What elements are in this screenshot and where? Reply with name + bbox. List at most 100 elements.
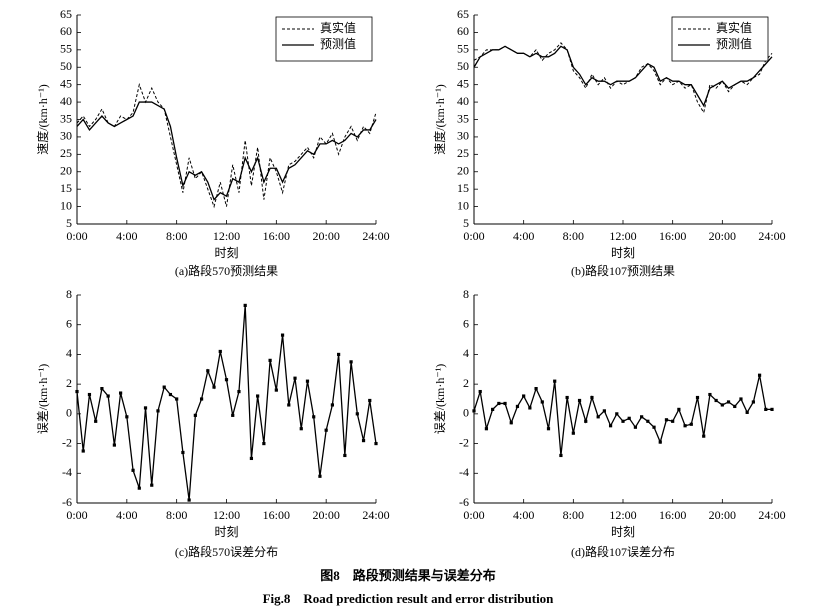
data-point: [596, 415, 600, 419]
x-axis-label: 时刻: [214, 525, 238, 539]
data-point: [100, 387, 104, 391]
y-tick-label: 5: [463, 216, 469, 230]
y-tick-label: 4: [463, 346, 469, 360]
data-point: [94, 419, 98, 423]
data-point: [522, 394, 526, 398]
data-point: [726, 400, 731, 404]
y-tick-label: 0: [463, 406, 469, 420]
data-point: [664, 418, 669, 422]
y-tick-label: 55: [457, 42, 469, 56]
x-tick-label: 24:00: [758, 508, 785, 522]
x-tick-label: 12:00: [213, 508, 240, 522]
data-point: [484, 427, 489, 431]
data-point: [343, 453, 347, 458]
data-point: [528, 406, 532, 410]
data-point: [745, 410, 749, 414]
data-point: [131, 468, 135, 472]
figure-caption: 图8 路段预测结果与误差分布: [320, 568, 496, 583]
figure-caption-en: Fig.8 Road prediction result and error d…: [263, 591, 555, 606]
y-tick-label: 60: [60, 24, 72, 38]
data-point: [274, 388, 278, 392]
y-tick-label: 50: [60, 59, 72, 73]
data-point: [218, 349, 222, 354]
x-tick-label: 20:00: [312, 229, 339, 243]
data-point: [615, 412, 619, 416]
y-tick-label: -2: [459, 435, 469, 449]
x-tick-label: 20:00: [709, 229, 736, 243]
data-point: [472, 409, 476, 413]
data-point: [137, 486, 141, 490]
y-tick-label: 2: [66, 376, 72, 390]
y-tick-label: 10: [60, 198, 72, 212]
data-point: [683, 424, 687, 428]
data-point: [187, 498, 191, 502]
data-point: [751, 400, 755, 404]
data-point: [318, 474, 322, 478]
data-point: [478, 389, 482, 394]
y-axis-label: 误差/(km·h⁻¹): [433, 364, 447, 435]
chart: 5 10 15 20 25 30 35 40 45 50 55 60 65 0:00 4:00 8:00 12:…: [35, 7, 390, 278]
x-tick-label: 20:00: [312, 508, 339, 522]
data-point: [287, 403, 291, 407]
x-tick-label: 20:00: [709, 508, 736, 522]
data-point: [81, 449, 85, 453]
data-point: [175, 397, 179, 401]
y-tick-label: 2: [463, 376, 469, 390]
data-point: [714, 398, 718, 403]
data-point: [368, 398, 372, 403]
legend-label: 预测值: [320, 36, 356, 51]
x-tick-label: 8:00: [166, 508, 187, 522]
x-tick-label: 24:00: [362, 508, 389, 522]
data-point: [231, 413, 235, 417]
data-point: [534, 387, 538, 391]
x-axis-label: 时刻: [611, 246, 635, 260]
y-tick-label: 25: [60, 146, 72, 160]
y-axis-label: 误差/(km·h⁻¹): [36, 364, 50, 435]
y-tick-label: 20: [60, 164, 72, 178]
x-tick-label: 12:00: [609, 508, 636, 522]
data-point: [565, 395, 569, 400]
y-tick-label: -2: [62, 435, 72, 449]
data-point: [658, 440, 662, 444]
legend-label: 真实值: [716, 20, 752, 35]
data-point: [553, 379, 557, 383]
data-point: [695, 395, 700, 400]
y-tick-label: 6: [66, 316, 72, 330]
data-point: [212, 385, 216, 389]
data-point: [280, 333, 285, 337]
chart-caption: (a)路段570预测结果: [175, 263, 278, 278]
data-point: [733, 404, 737, 409]
data-point: [540, 400, 544, 404]
data-point: [708, 392, 712, 397]
data-point: [509, 421, 513, 425]
data-line: [76, 101, 377, 201]
data-point: [633, 425, 638, 429]
x-tick-label: 4:00: [513, 508, 534, 522]
y-tick-label: 50: [457, 59, 469, 73]
y-tick-label: 10: [457, 198, 469, 212]
data-point: [608, 424, 613, 428]
data-line: [473, 375, 772, 456]
data-point: [739, 397, 743, 401]
data-point: [374, 441, 378, 446]
y-tick-label: 65: [60, 7, 72, 21]
y-tick-label: 30: [457, 129, 469, 143]
data-point: [491, 407, 495, 411]
data-line: [76, 82, 377, 209]
data-line: [473, 45, 773, 108]
data-point: [590, 395, 594, 400]
y-tick-label: 8: [66, 287, 72, 301]
data-point: [150, 483, 154, 487]
data-point: [361, 439, 366, 443]
data-line: [76, 305, 377, 501]
y-tick-label: 65: [457, 7, 469, 21]
data-point: [199, 397, 204, 401]
data-point: [349, 360, 353, 364]
y-tick-label: 35: [60, 111, 72, 125]
y-tick-label: -4: [459, 465, 469, 479]
data-point: [262, 441, 266, 446]
data-point: [312, 415, 316, 419]
x-tick-label: 16:00: [659, 508, 686, 522]
y-tick-label: 8: [463, 287, 469, 301]
